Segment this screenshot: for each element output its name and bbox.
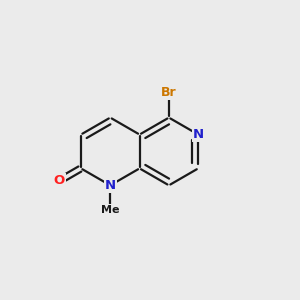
Text: N: N xyxy=(105,179,116,192)
Text: N: N xyxy=(193,128,204,141)
Text: O: O xyxy=(54,174,65,188)
Text: Me: Me xyxy=(101,206,119,215)
Text: Br: Br xyxy=(161,86,177,99)
